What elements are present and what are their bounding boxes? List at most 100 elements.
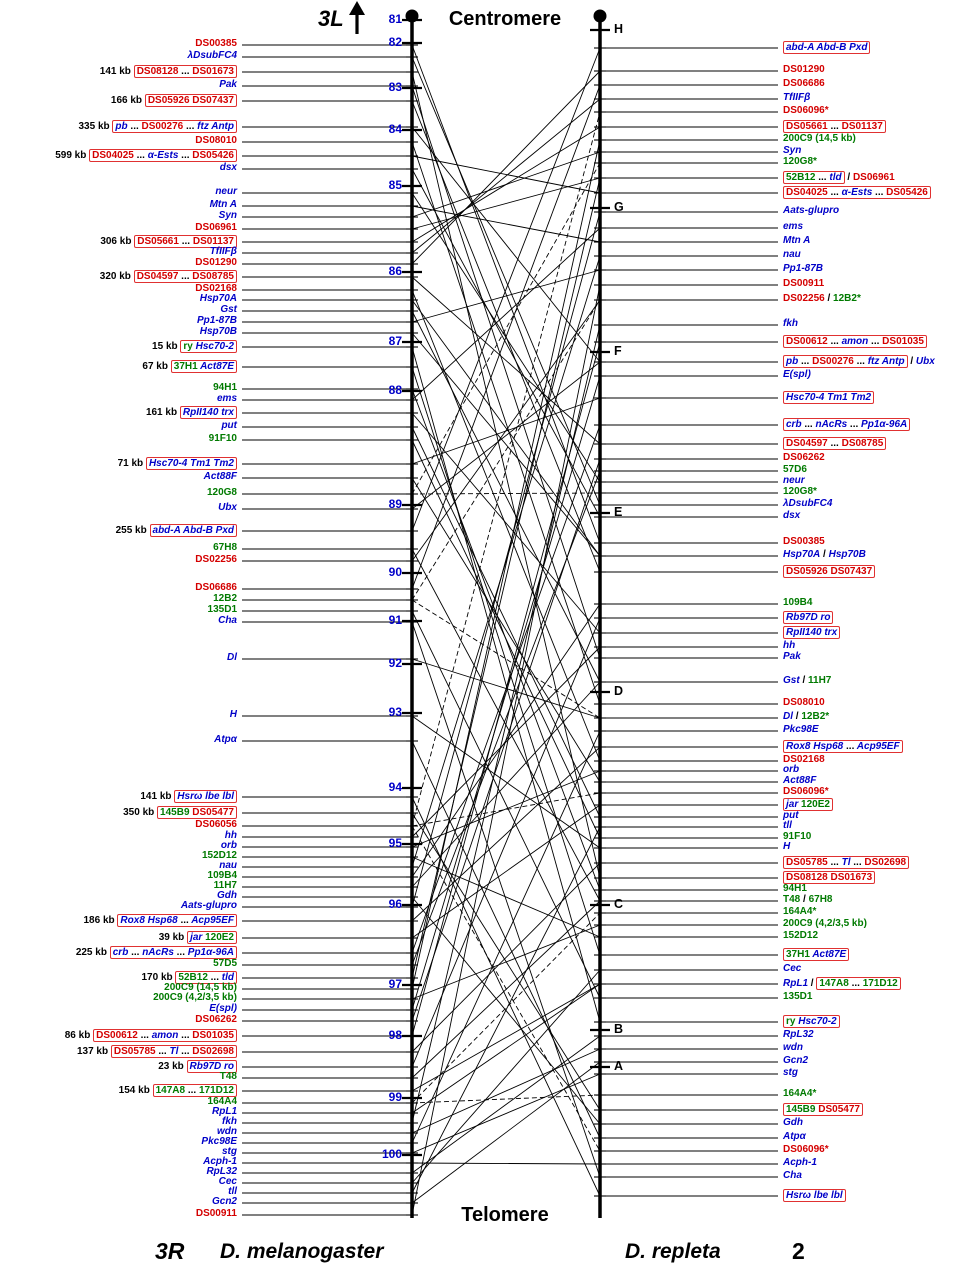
marker-text: Act88F [783,775,817,786]
marker-text: DS00385 [783,536,825,547]
marker-text: Rb97D ro [786,612,831,623]
left-marker-label: DS06262 [195,1014,237,1025]
marker-text: DS00911 [195,1208,237,1219]
right-marker-label: TfIIFβ [783,92,810,103]
right-marker-label: DS04025 ... α-Ests ... DS05426 [783,186,931,199]
connection-line [411,746,601,922]
connection-line [411,289,601,762]
marker-text: 152D12 [201,850,237,861]
marker-separator: / [793,711,802,722]
marker-name: orb [783,764,799,775]
connection-line [411,47,601,532]
marker-text: Gst [783,675,800,686]
marker-name: DS08010 [783,697,825,708]
marker-text: Act87E [197,361,234,372]
marker-text: DS06262 [195,1014,237,1025]
left-marker-label: dsx [220,162,237,173]
marker-text: DS01673 [827,872,873,883]
marker-text: ... [178,1030,190,1041]
marker-text: Ubx [218,502,237,513]
connection-line [411,804,601,939]
marker-text: nAcRs [139,947,174,958]
marker-name: RpL1 [783,978,808,989]
left-marker-label: 71 kb Hsc70-4 Tm1 Tm2 [118,457,237,470]
marker-text: 147A8 [155,1085,186,1096]
marker-text: ... [827,336,839,347]
right-marker-label: Pp1-87B [783,263,823,274]
left-marker-label: ems [217,393,237,404]
right-marker-label: DS06096* [783,1144,829,1155]
left-marker-label: H [230,709,237,720]
marker-name: Syn [783,145,801,156]
marker-text: ems [783,221,804,232]
left-marker-label: Mtn A [210,199,237,210]
band-number: 84 [388,122,402,136]
marker-text: DS07437 [827,566,873,577]
connection-line [411,856,601,938]
marker-name: wdn [217,1126,237,1137]
left-marker-label: DS01290 [195,257,237,268]
marker-text: 164A4 [207,1096,237,1107]
conserved-segment-box: 145B9 DS05477 [783,1103,863,1116]
marker-name: 120G8 [207,487,237,498]
marker-text: DS08785 [838,438,884,449]
marker-text: H [783,841,791,852]
fragment-size-label: 39 kb [158,932,185,943]
conserved-segment-box: RpII140 trx [179,406,237,419]
marker-text: ... [137,1030,149,1041]
marker-text: RpL32 [783,1029,814,1040]
marker-text: ... [127,121,139,132]
marker-name: 200C9 (4,2/3,5 kb) [783,918,867,929]
right-marker-label: DS01290 [783,64,825,75]
marker-text: DS01035 [189,1030,234,1041]
right-marker-label: DS04597 ... DS08785 [783,437,887,450]
marker-text: ... [177,915,189,926]
marker-text: ... [801,419,813,430]
marker-text: pb [786,356,799,367]
left-marker-label: Pak [219,79,237,90]
marker-name: Cha [783,1170,802,1181]
conserved-segment-box: DS04597 ... DS08785 [783,437,887,450]
marker-text: Syn [783,145,802,156]
connection-line [411,621,601,1178]
right-marker-label: put [783,810,799,821]
left-marker-label: Cec [219,1176,237,1187]
conserved-segment-box: 37H1 Act87E [783,948,850,961]
marker-name: DS00911 [196,1208,237,1219]
marker-text: Gst [220,304,237,315]
marker-text: DS02168 [195,283,237,294]
marker-text: DS01137 [190,236,234,247]
left-marker-label: tll [228,1186,237,1197]
marker-text: 12B2 [213,593,237,604]
marker-separator: / [907,356,916,367]
connection-line [411,177,601,230]
marker-name: hh [783,640,795,651]
connection-line [411,681,601,888]
marker-text: ems [216,393,237,404]
conserved-segment-box: Hsrω lbe lbl [174,790,237,803]
marker-name: DS01290 [783,64,825,75]
marker-name: DS06056 [195,819,237,830]
right-marker-label: 109B4 [783,597,812,608]
marker-name: Gdh [783,1117,803,1128]
marker-text: DS02256 [195,554,237,565]
marker-text: DS06056 [195,819,237,830]
marker-name: Pp1-87B [197,315,237,326]
left-marker-label: Gst [220,304,237,315]
marker-text: Aats-glupro [180,900,237,911]
fragment-size-label: 137 kb [76,1046,109,1057]
marker-name: nau [219,860,237,871]
marker-text: stg [222,1146,237,1157]
connection-line [411,361,601,510]
band-number: 91 [388,613,402,627]
marker-text: DS01035 [879,336,924,347]
marker-text: Rb97D ro [189,1061,234,1072]
marker-text: 147A8 [819,978,849,989]
marker-name: Hsp70A [200,293,237,304]
left-marker-label: 186 kb Rox8 Hsp68 ... Acp95EF [84,914,237,927]
marker-name: DS00385 [195,38,237,49]
right-marker-label: Cec [783,963,801,974]
marker-text: ... [178,236,191,247]
marker-text: ... [178,150,190,161]
right-marker-label: DS02168 [783,754,825,765]
